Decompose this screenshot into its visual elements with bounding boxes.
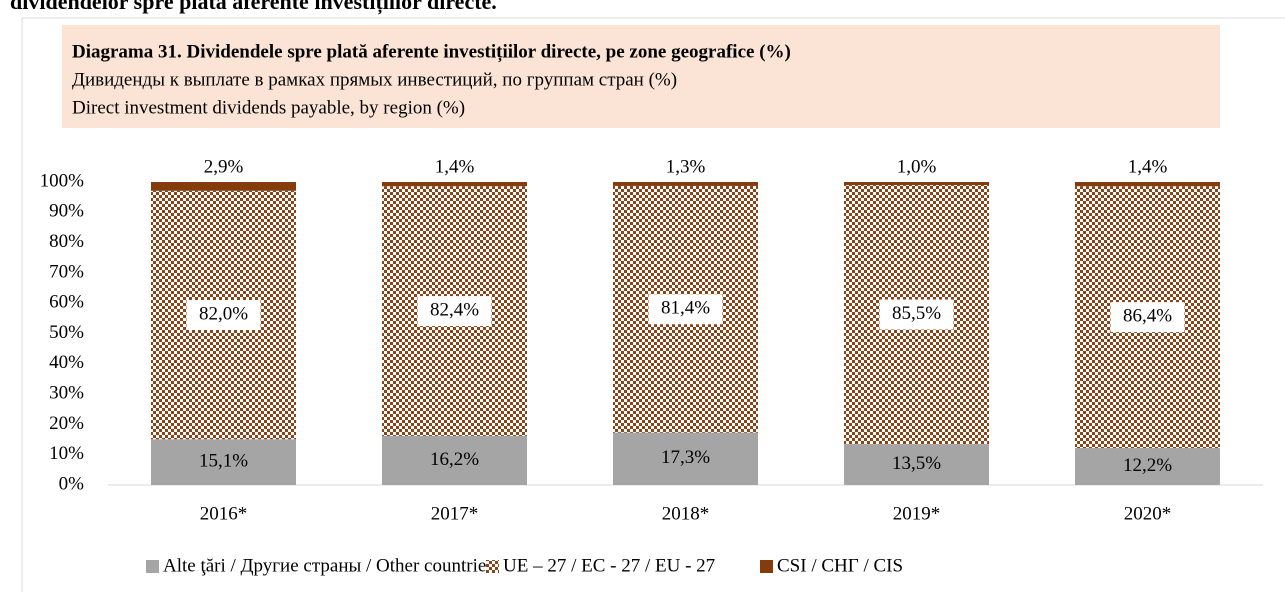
x-tick-label: 2018*	[662, 503, 710, 524]
data-label-box	[417, 296, 492, 327]
bar-segment	[613, 182, 758, 186]
y-tick-label: 20%	[49, 413, 84, 434]
chart-subtitle: Дивиденды к выплате в рамках прямых инве…	[72, 69, 677, 90]
legend-swatch	[146, 560, 159, 573]
y-tick-label: 100%	[40, 170, 85, 191]
x-tick-label: 2019*	[893, 503, 941, 524]
x-tick-label: 2017*	[431, 503, 479, 524]
data-label: 1,4%	[1128, 156, 1168, 177]
legend-label: Alte ţări / Другие страны / Other countr…	[163, 555, 494, 576]
bar-segment	[1075, 448, 1220, 485]
chart-frame	[21, 17, 1285, 592]
bar-segment	[382, 435, 527, 485]
legend-label: UE – 27 / ЕС - 27 / EU - 27	[503, 555, 715, 576]
x-tick-label: 2020*	[1124, 503, 1172, 524]
data-label: 81,4%	[661, 298, 710, 319]
data-label: 82,4%	[430, 299, 479, 320]
y-tick-label: 70%	[49, 261, 84, 282]
data-label: 85,5%	[892, 303, 941, 324]
legend-swatch	[760, 560, 773, 573]
data-label-box	[648, 294, 723, 325]
data-label: 1,4%	[435, 156, 475, 177]
data-label: 17,3%	[661, 447, 710, 468]
bar-segment	[151, 439, 296, 485]
data-label-box	[186, 300, 261, 331]
y-tick-label: 10%	[49, 443, 84, 464]
y-tick-label: 80%	[49, 231, 84, 252]
chart-title: Diagrama 31. Dividendele spre plată afer…	[72, 41, 791, 62]
legend-swatch	[486, 560, 499, 573]
y-tick-label: 0%	[59, 473, 85, 494]
data-label: 1,3%	[666, 156, 706, 177]
chart-subtitle: Direct investment dividends payable, by …	[72, 97, 465, 118]
data-label: 16,2%	[430, 449, 479, 470]
data-label-box	[879, 299, 954, 330]
data-label: 2,9%	[204, 156, 244, 177]
data-label: 82,0%	[199, 303, 248, 324]
y-tick-label: 50%	[49, 322, 84, 343]
data-label: 86,4%	[1123, 305, 1172, 326]
data-label-box	[1110, 302, 1185, 333]
page-heading: dividendelor spre plată aferente investi…	[10, 0, 497, 15]
y-tick-label: 40%	[49, 352, 84, 373]
data-label: 13,5%	[892, 453, 941, 474]
y-tick-label: 30%	[49, 382, 84, 403]
bar-segment	[844, 444, 989, 485]
legend-label: CSI / СНГ / CIS	[777, 555, 903, 576]
bar-segment	[382, 182, 527, 187]
bar-segment	[151, 182, 296, 191]
x-tick-label: 2016*	[200, 503, 248, 524]
bar-segment	[1075, 182, 1220, 187]
data-label: 1,0%	[897, 156, 937, 177]
data-label: 15,1%	[199, 450, 248, 471]
data-label: 12,2%	[1123, 455, 1172, 476]
y-tick-label: 60%	[49, 292, 84, 313]
bar-segment	[844, 182, 989, 186]
y-tick-label: 90%	[49, 201, 84, 222]
bar-segment	[613, 432, 758, 485]
title-box	[62, 25, 1220, 128]
